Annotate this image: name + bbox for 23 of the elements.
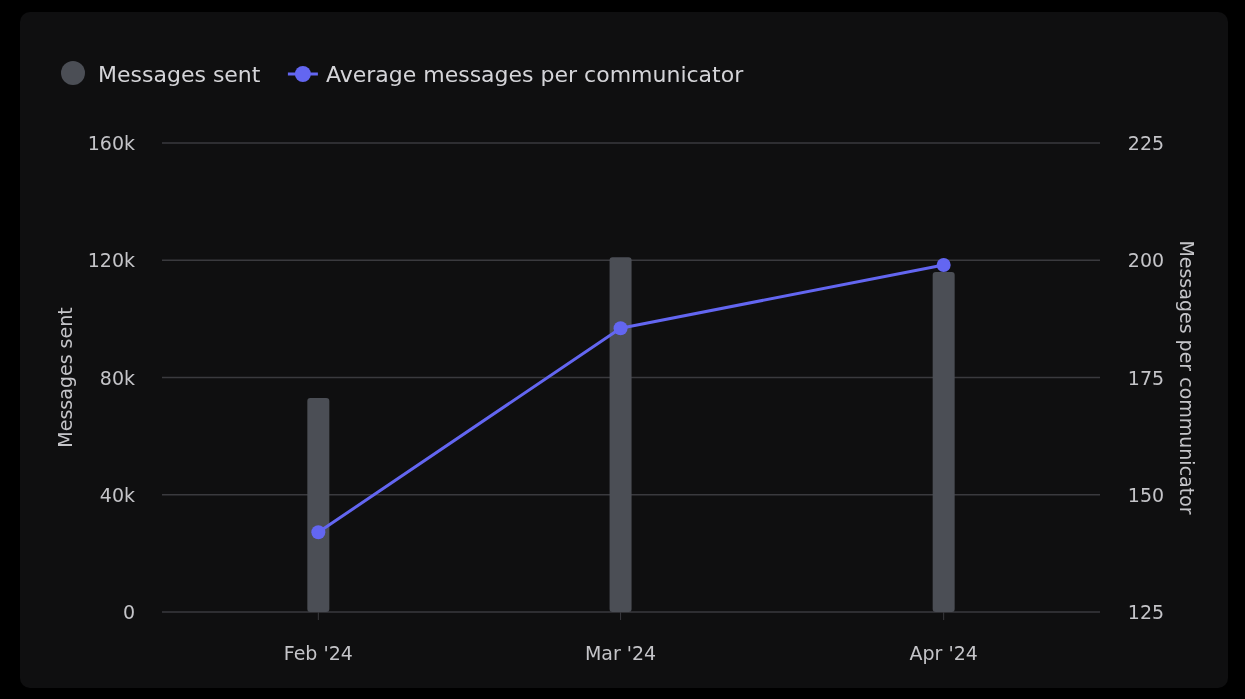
y2-tick-label: 150 <box>1127 483 1165 506</box>
legend-label: Average messages per communicator <box>325 62 745 87</box>
point <box>613 321 628 336</box>
y-tick-label: 120k <box>87 249 135 272</box>
x-tick-label: Mar '24 <box>584 642 657 664</box>
bar <box>307 398 330 612</box>
y2-tick-label: 225 <box>1127 132 1165 154</box>
y-tick-label: 160k <box>87 132 135 154</box>
bar <box>932 271 955 612</box>
y-tick-label: 40k <box>99 483 135 506</box>
y-axis-title: Messages sent <box>54 307 76 448</box>
point <box>936 257 951 272</box>
y-tick-label: 80k <box>99 366 135 389</box>
y2-tick-label: 125 <box>1127 601 1165 623</box>
y-tick-label: 0 <box>122 601 135 623</box>
y2-axis-title: Messages per communicator <box>1176 240 1198 515</box>
x-tick-label: Feb '24 <box>283 642 353 664</box>
y2-tick-label: 175 <box>1127 366 1165 389</box>
y2-tick-label: 200 <box>1127 249 1165 272</box>
point <box>311 525 326 540</box>
legend-label: Messages sent <box>98 62 261 87</box>
bar <box>609 257 632 612</box>
x-tick-label: Apr '24 <box>909 642 978 664</box>
